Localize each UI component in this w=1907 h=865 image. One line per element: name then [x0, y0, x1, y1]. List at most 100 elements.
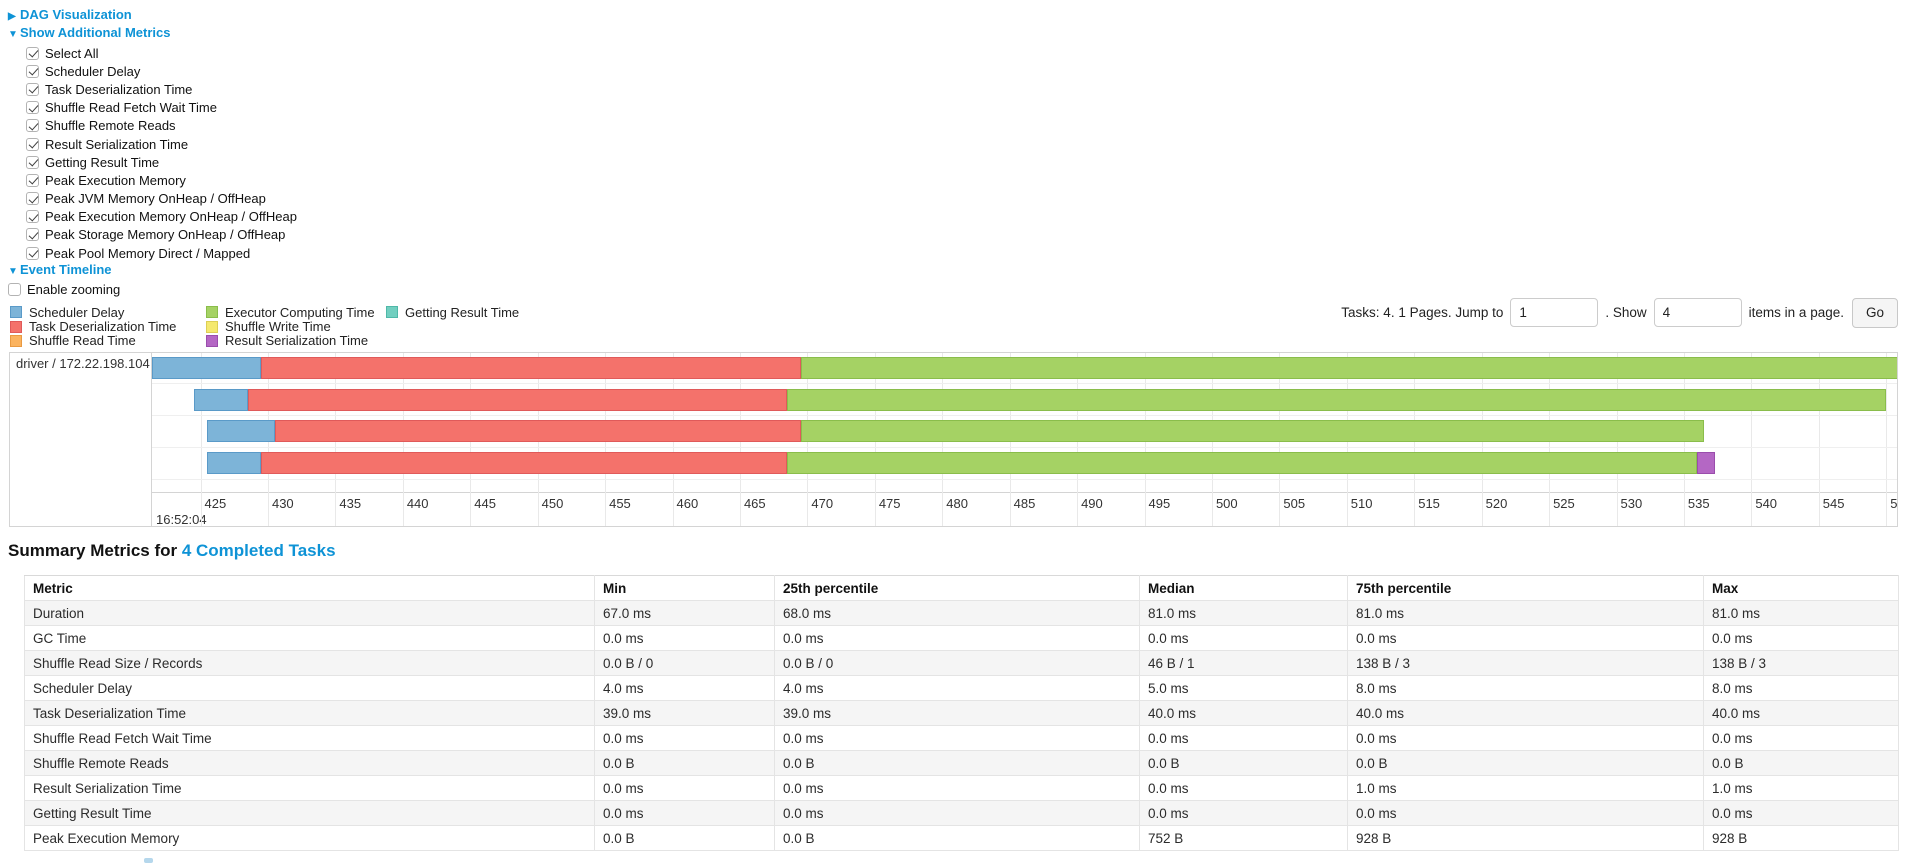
metric-checkbox-11[interactable] [26, 246, 39, 260]
show-additional-metrics-label: Show Additional Metrics [20, 25, 171, 40]
table-row: GC Time 0.0 ms 0.0 ms 0.0 ms 0.0 ms 0.0 ms [24, 625, 1899, 651]
axis-tick-label: 470 [811, 496, 834, 511]
metric-checkbox-row: Scheduler Delay [26, 62, 297, 80]
axis-tick-label: 535 [1687, 496, 1710, 511]
summary-heading-prefix: Summary Metrics for [8, 541, 182, 560]
task-3-segment-result_serialization[interactable] [1697, 452, 1715, 474]
metric-checkbox-row: Peak Pool Memory Direct / Mapped [26, 244, 297, 262]
task-0-segment-executor_computing[interactable] [800, 357, 1897, 379]
metric-value-cell: 81.0 ms [1139, 600, 1348, 626]
event-timeline-toggle[interactable]: ▼ Event Timeline [8, 262, 112, 277]
metric-name-cell: GC Time [24, 625, 595, 651]
enable-zooming-label: Enable zooming [27, 281, 121, 297]
task-3-segment-scheduler_delay[interactable] [207, 452, 262, 474]
metric-checkbox-label: Getting Result Time [45, 154, 160, 170]
metric-checkbox-10[interactable] [26, 228, 39, 242]
axis-tick-label: 545 [1822, 496, 1845, 511]
column-header: 25th percentile [774, 575, 1140, 601]
metric-value-cell: 0.0 ms [1703, 800, 1899, 826]
metric-value-cell: 40.0 ms [1347, 700, 1704, 726]
legend-label: Scheduler Delay [29, 304, 125, 320]
axis-tick-label: 500 [1215, 496, 1238, 511]
metric-checkbox-label: Shuffle Read Fetch Wait Time [45, 100, 217, 116]
metric-value-cell: 8.0 ms [1703, 675, 1899, 701]
table-header-row: Metric Min 25th percentile Median 75th perce… [24, 575, 1899, 601]
table-row: Peak Execution Memory 0.0 B 0.0 B 752 B 928 … [24, 825, 1899, 851]
metric-value-cell: 928 B [1347, 825, 1704, 851]
task-3-segment-executor_computing[interactable] [787, 452, 1698, 474]
metric-checkbox-row: Peak Execution Memory [26, 171, 297, 189]
gridline [1886, 353, 1888, 526]
table-row: Getting Result Time 0.0 ms 0.0 ms 0.0 ms 0.0… [24, 800, 1899, 826]
metric-value-cell: 0.0 B / 0 [594, 650, 775, 676]
gridline [1818, 353, 1820, 526]
go-button[interactable]: Go [1851, 297, 1898, 328]
dag-visualization-toggle[interactable]: ▶ DAG Visualization [8, 7, 132, 22]
executor-group-label: driver / 172.22.198.104 [10, 353, 152, 526]
completed-tasks-link[interactable]: 4 Completed Tasks [181, 541, 336, 560]
metric-checkbox-0[interactable] [26, 46, 39, 60]
task-2-segment-executor_computing[interactable] [800, 420, 1705, 442]
legend-swatch-shuffle_write [206, 320, 218, 333]
metric-value-cell: 0.0 B [774, 750, 1140, 776]
task-1-segment-executor_computing[interactable] [787, 389, 1887, 411]
metric-checkbox-8[interactable] [26, 192, 39, 206]
metric-checkbox-5[interactable] [26, 137, 39, 151]
axis-tick-label: 465 [743, 496, 766, 511]
metric-value-cell: 0.0 ms [1347, 725, 1704, 751]
axis-tick-label: 525 [1553, 496, 1575, 511]
task-1-segment-scheduler_delay[interactable] [193, 389, 248, 411]
metric-value-cell: 138 B / 3 [1347, 650, 1704, 676]
items-per-page-input[interactable] [1653, 298, 1742, 327]
chevron-down-icon: ▼ [8, 29, 18, 40]
metric-value-cell: 0.0 ms [774, 725, 1140, 751]
task-3-segment-task_deserialization[interactable] [261, 452, 788, 474]
metric-name-cell: Result Serialization Time [24, 775, 595, 801]
metric-checkbox-2[interactable] [26, 82, 39, 96]
metric-value-cell: 81.0 ms [1703, 600, 1899, 626]
task-0-segment-task_deserialization[interactable] [261, 357, 801, 379]
legend-swatch-executor_computing [206, 306, 218, 319]
axis-tick-label: 505 [1283, 496, 1306, 511]
task-0-segment-scheduler_delay[interactable] [152, 357, 262, 379]
metric-value-cell: 0.0 ms [1139, 725, 1348, 751]
metric-value-cell: 0.0 ms [1139, 800, 1348, 826]
event-timeline-label: Event Timeline [20, 262, 112, 277]
metric-name-cell: Task Deserialization Time [24, 700, 595, 726]
metric-value-cell: 39.0 ms [594, 700, 775, 726]
pagination-show-text: . Show [1605, 305, 1647, 320]
task-2-segment-scheduler_delay[interactable] [207, 420, 275, 442]
metric-value-cell: 5.0 ms [1139, 675, 1348, 701]
task-2-segment-task_deserialization[interactable] [274, 420, 801, 442]
metric-checkbox-3[interactable] [26, 101, 39, 115]
task-pagination: Tasks: 4. 1 Pages. Jump to . Show items … [1341, 297, 1898, 328]
timeline-row-separator [152, 383, 1897, 384]
metric-checkbox-4[interactable] [26, 119, 39, 133]
pagination-items-text: items in a page. [1748, 305, 1844, 320]
column-header: Max [1703, 575, 1899, 601]
axis-tick-label: 425 [204, 496, 227, 511]
metric-checkbox-1[interactable] [26, 64, 39, 78]
jump-to-page-input[interactable] [1510, 298, 1599, 327]
metric-checkbox-6[interactable] [26, 155, 39, 169]
chevron-right-icon: ▶ [8, 11, 16, 22]
table-body: Duration 67.0 ms 68.0 ms 81.0 ms 81.0 ms 81.0… [24, 600, 1899, 851]
column-header: 75th percentile [1347, 575, 1704, 601]
show-additional-metrics-toggle[interactable]: ▼ Show Additional Metrics [8, 25, 170, 40]
metric-checkbox-row: Shuffle Read Fetch Wait Time [26, 99, 297, 117]
metric-checkbox-9[interactable] [26, 210, 39, 224]
axis-tick-label: 445 [474, 496, 496, 511]
timeline-row-separator [152, 479, 1897, 480]
legend-column: Executor Computing Time Shuffle Write Tim… [206, 305, 375, 348]
metric-checkbox-label: Peak Execution Memory OnHeap / OffHeap [45, 209, 297, 225]
metric-checkbox-7[interactable] [26, 173, 39, 187]
metric-checkbox-row: Peak Execution Memory OnHeap / OffHeap [26, 208, 297, 226]
enable-zooming-checkbox[interactable] [8, 282, 21, 296]
metric-value-cell: 0.0 B / 0 [774, 650, 1140, 676]
metric-checkbox-row: Result Serialization Time [26, 135, 297, 153]
task-1-segment-task_deserialization[interactable] [247, 389, 788, 411]
metric-value-cell: 46 B / 1 [1139, 650, 1348, 676]
legend-swatch-result_serialization [206, 334, 218, 347]
metric-checkbox-row: Peak Storage Memory OnHeap / OffHeap [26, 226, 297, 244]
axis-tick-label: 510 [1350, 496, 1373, 511]
